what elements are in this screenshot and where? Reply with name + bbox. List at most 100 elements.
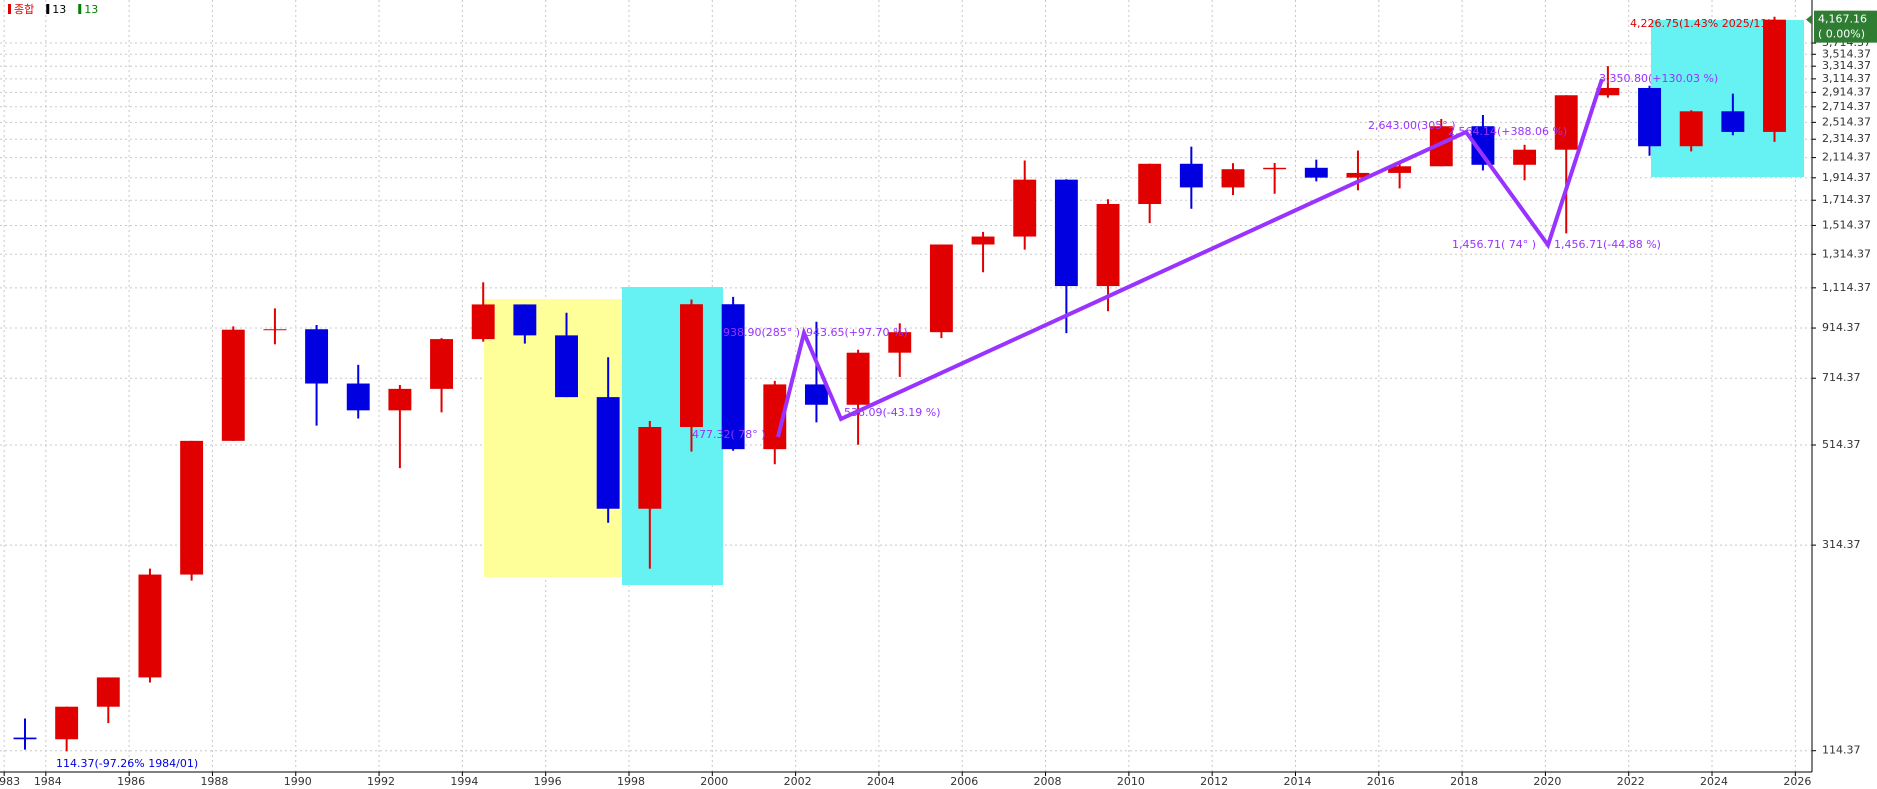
candle-body bbox=[1596, 87, 1620, 96]
last-change-label: ( 0.00%) bbox=[1818, 28, 1865, 41]
candle-body bbox=[888, 332, 912, 353]
x-tick-label: 1984 bbox=[34, 775, 62, 788]
x-tick-label: 2026 bbox=[1783, 775, 1811, 788]
x-tick-label: 2018 bbox=[1450, 775, 1478, 788]
candle-body bbox=[305, 329, 329, 384]
candle-body bbox=[221, 329, 245, 441]
x-tick-label: 1988 bbox=[200, 775, 228, 788]
x-tick-label: 1992 bbox=[367, 775, 395, 788]
candle-body bbox=[13, 737, 37, 740]
y-tick-label: 2,914.37 bbox=[1822, 85, 1871, 98]
candle-body bbox=[929, 244, 953, 333]
candle-body bbox=[138, 574, 162, 678]
annotation: 1,456.71( 74° ) bbox=[1452, 238, 1536, 251]
candle-body bbox=[1721, 111, 1745, 132]
candle-body bbox=[1013, 179, 1037, 237]
candle-body bbox=[263, 329, 287, 331]
candle-body bbox=[1054, 179, 1078, 287]
annotation: 4,226.75(1.43% 2025/11) bbox=[1630, 17, 1772, 30]
trend-line bbox=[776, 78, 1604, 438]
annotation: 943.65(+97.70 %) bbox=[806, 326, 908, 339]
y-tick-label: 1,914.37 bbox=[1822, 171, 1871, 184]
candle-body bbox=[1138, 163, 1162, 204]
y-tick-label: 3,114.37 bbox=[1822, 72, 1871, 85]
candle-body bbox=[1513, 149, 1537, 165]
x-tick-label: 2022 bbox=[1617, 775, 1645, 788]
candle-body bbox=[1554, 95, 1578, 150]
x-tick-label: 2000 bbox=[700, 775, 728, 788]
candle-body bbox=[1763, 19, 1786, 132]
x-tick-label: 2020 bbox=[1533, 775, 1561, 788]
candle-body bbox=[596, 397, 620, 509]
x-tick-label: 1996 bbox=[534, 775, 562, 788]
candle-body bbox=[638, 427, 662, 509]
legend-label: 종합 bbox=[14, 3, 34, 16]
x-tick-label: 2010 bbox=[1117, 775, 1145, 788]
candle-body bbox=[1429, 126, 1453, 167]
candle-body bbox=[1096, 203, 1120, 287]
y-tick-label: 1,114.37 bbox=[1822, 281, 1871, 294]
annotation: 536.09(-43.19 %) bbox=[844, 406, 940, 419]
candle-body bbox=[346, 383, 370, 411]
candle-body bbox=[1304, 167, 1328, 178]
legend-label: 13 bbox=[84, 3, 98, 16]
annotation: 1,456.71(-44.88 %) bbox=[1554, 238, 1661, 251]
candle-body bbox=[1179, 163, 1203, 188]
annotation: 114.37(-97.26% 1984/01) bbox=[56, 757, 198, 770]
legend-swatch bbox=[78, 4, 82, 14]
candle-body bbox=[96, 677, 120, 707]
candle-body bbox=[721, 304, 745, 450]
candle-body bbox=[1221, 169, 1245, 188]
x-tick-label: 2016 bbox=[1367, 775, 1395, 788]
candle-body bbox=[180, 440, 204, 575]
annotation: 477.32( 78° ) bbox=[692, 428, 766, 441]
x-tick-label: 1994 bbox=[450, 775, 478, 788]
y-tick-label: 914.37 bbox=[1822, 321, 1861, 334]
last-price-box bbox=[1814, 10, 1877, 43]
y-tick-label: 2,314.37 bbox=[1822, 132, 1871, 145]
y-tick-label: 114.37 bbox=[1822, 744, 1861, 757]
x-tick-label: 1986 bbox=[117, 775, 145, 788]
candle-body bbox=[1346, 172, 1370, 178]
y-tick-label: 714.37 bbox=[1822, 371, 1861, 384]
candle-body bbox=[1388, 166, 1412, 173]
candle-body bbox=[471, 304, 495, 340]
y-tick-label: 1,514.37 bbox=[1822, 218, 1871, 231]
candle-body bbox=[513, 304, 537, 336]
x-tick-label: 2014 bbox=[1283, 775, 1311, 788]
x-tick-label: 2004 bbox=[867, 775, 895, 788]
x-tick-label: 2008 bbox=[1034, 775, 1062, 788]
annotation: 2,564.14(+388.06 %) bbox=[1448, 125, 1567, 138]
candle-body bbox=[388, 388, 412, 411]
x-tick-label: 1983 bbox=[0, 775, 20, 788]
y-tick-label: 2,514.37 bbox=[1822, 115, 1871, 128]
candle-body bbox=[1263, 167, 1287, 170]
x-tick-label: 1998 bbox=[617, 775, 645, 788]
legend-swatch bbox=[8, 4, 11, 14]
candle-body bbox=[55, 706, 79, 740]
y-tick-label: 1,314.37 bbox=[1822, 247, 1871, 260]
x-tick-label: 2006 bbox=[950, 775, 978, 788]
legend-label: 13 bbox=[52, 3, 66, 16]
y-tick-label: 3,514.37 bbox=[1822, 47, 1871, 60]
y-tick-label: 2,114.37 bbox=[1822, 151, 1871, 164]
y-tick-label: 3,314.37 bbox=[1822, 59, 1871, 72]
candle-body bbox=[555, 335, 578, 398]
x-tick-label: 2012 bbox=[1200, 775, 1228, 788]
candle-body bbox=[971, 236, 995, 245]
x-tick-label: 2024 bbox=[1700, 775, 1728, 788]
y-tick-label: 514.37 bbox=[1822, 438, 1861, 451]
candle-body bbox=[1679, 111, 1703, 147]
annotation: 3,350.80(+130.03 %) bbox=[1599, 72, 1718, 85]
candle-body bbox=[430, 339, 453, 389]
y-tick-label: 1,714.37 bbox=[1822, 193, 1871, 206]
candle-body bbox=[680, 304, 703, 428]
legend-swatch bbox=[46, 4, 50, 14]
candle-body bbox=[1638, 87, 1661, 147]
annotation: 938.90(285° ) bbox=[723, 326, 800, 339]
annotation: 2,643.00(305° ) bbox=[1368, 119, 1456, 132]
x-tick-label: 1990 bbox=[284, 775, 312, 788]
last-price-label: 4,167.16 bbox=[1818, 13, 1867, 26]
